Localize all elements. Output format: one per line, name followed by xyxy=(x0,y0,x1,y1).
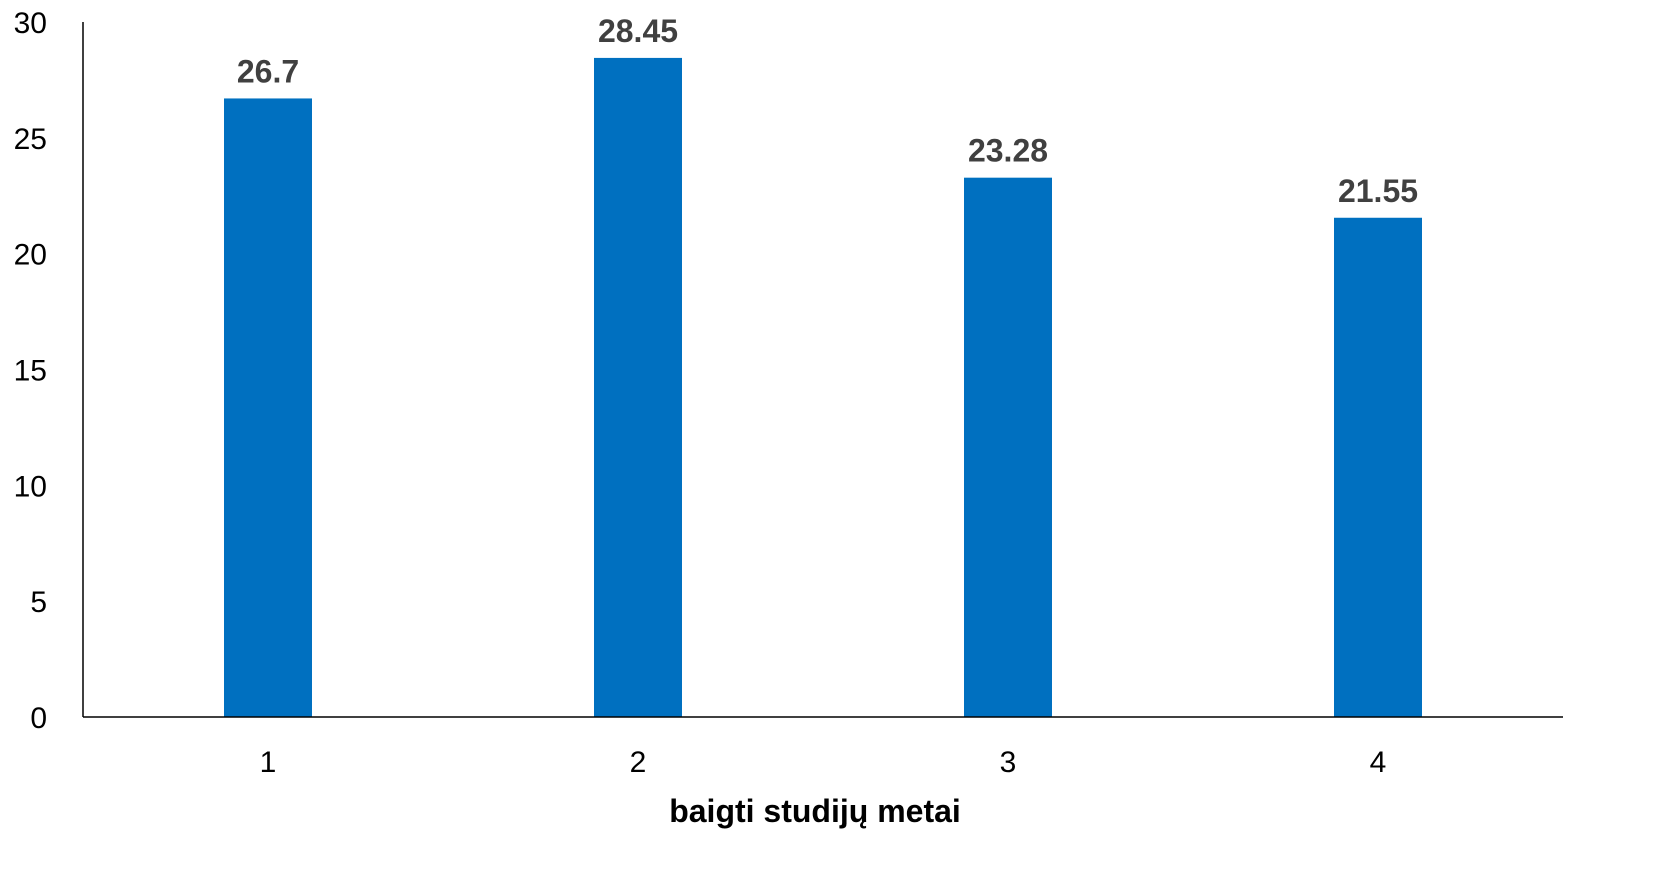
y-tick-label: 10 xyxy=(14,470,47,503)
data-label-4: 21.55 xyxy=(1338,173,1418,209)
data-label-1: 26.7 xyxy=(237,53,299,89)
x-tick-label: 2 xyxy=(630,746,647,779)
y-tick-label: 30 xyxy=(14,7,47,40)
y-tick-label: 25 xyxy=(14,123,47,156)
bar-3 xyxy=(964,177,1052,717)
x-tick-label: 1 xyxy=(260,746,277,779)
x-axis-title: baigti studijų metai xyxy=(669,793,961,829)
x-tick-label: 4 xyxy=(1370,746,1387,779)
bar-1 xyxy=(224,98,312,717)
bar-2 xyxy=(594,57,682,718)
x-axis-ticks: 1 2 3 4 xyxy=(260,746,1387,779)
y-axis-ticks: 0 5 10 15 20 25 30 xyxy=(14,7,47,735)
y-tick-label: 20 xyxy=(14,239,47,272)
data-label-3: 23.28 xyxy=(968,133,1048,169)
x-tick-label: 3 xyxy=(1000,746,1017,779)
bars xyxy=(224,57,1422,718)
bar-4 xyxy=(1334,217,1422,717)
data-labels: 26.7 28.45 23.28 21.55 xyxy=(237,13,1418,209)
y-tick-label: 15 xyxy=(14,355,47,388)
y-tick-label: 5 xyxy=(30,586,47,619)
y-tick-label: 0 xyxy=(30,702,47,735)
data-label-2: 28.45 xyxy=(598,13,678,49)
